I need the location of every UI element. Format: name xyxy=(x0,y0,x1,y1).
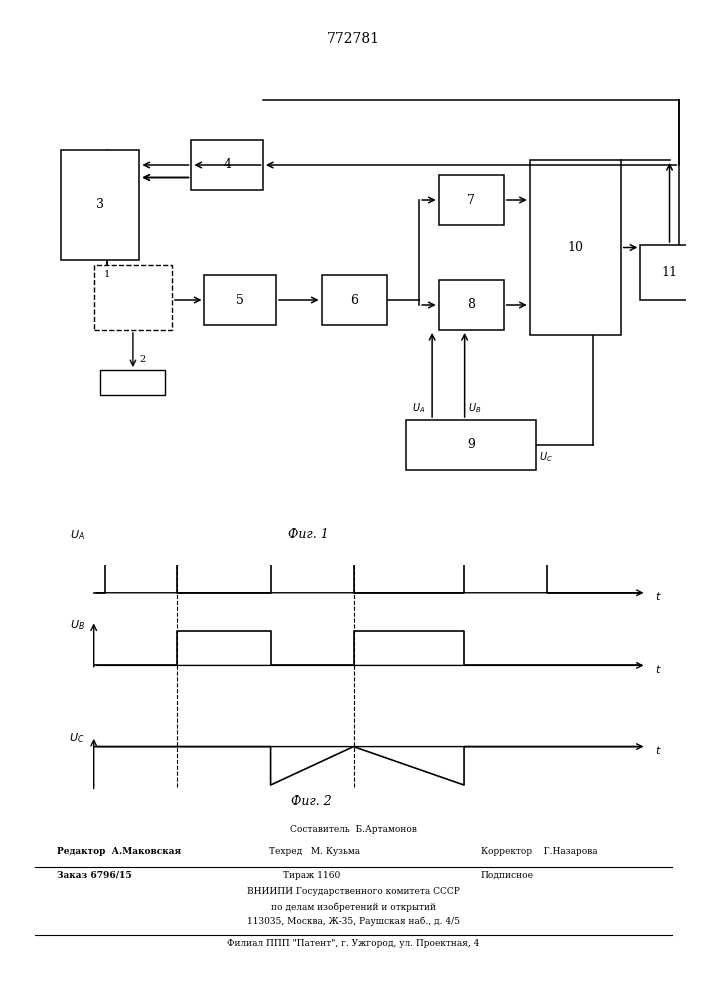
Text: Тираж 1160: Тираж 1160 xyxy=(283,871,340,880)
Text: Техред   М. Кузьма: Техред М. Кузьма xyxy=(269,847,360,856)
Text: Корректор    Г.Назарова: Корректор Г.Назарова xyxy=(481,847,597,856)
Bar xyxy=(204,275,276,325)
Bar xyxy=(94,265,172,330)
Text: 772781: 772781 xyxy=(327,32,380,46)
Text: Редактор  А.Маковская: Редактор А.Маковская xyxy=(57,847,181,856)
Text: 1: 1 xyxy=(104,270,110,279)
Text: Филиал ППП "Патент", г. Ужгород, ул. Проектная, 4: Филиал ППП "Патент", г. Ужгород, ул. Про… xyxy=(228,939,479,948)
Bar xyxy=(100,370,165,395)
Text: $t$: $t$ xyxy=(655,663,662,675)
Text: Фиг. 2: Фиг. 2 xyxy=(291,795,332,808)
Text: $U_A$: $U_A$ xyxy=(70,528,85,542)
Bar xyxy=(62,150,139,260)
Text: 7: 7 xyxy=(467,194,475,207)
Bar xyxy=(438,175,503,225)
Text: 10: 10 xyxy=(567,241,583,254)
Text: $U_B$: $U_B$ xyxy=(69,618,85,632)
Text: 9: 9 xyxy=(467,438,475,452)
Bar xyxy=(438,280,503,330)
Text: Заказ 6796/15: Заказ 6796/15 xyxy=(57,871,132,880)
Text: $U_A$: $U_A$ xyxy=(412,401,426,415)
Bar xyxy=(406,420,536,470)
Bar xyxy=(641,245,699,300)
Text: 113035, Москва, Ж-35, Раушская наб., д. 4/5: 113035, Москва, Ж-35, Раушская наб., д. … xyxy=(247,917,460,926)
Text: $t$: $t$ xyxy=(655,744,662,756)
Bar xyxy=(530,160,621,335)
Text: 3: 3 xyxy=(96,198,105,212)
Text: 6: 6 xyxy=(350,294,358,306)
Text: 5: 5 xyxy=(236,294,244,306)
Text: 8: 8 xyxy=(467,298,475,312)
Bar xyxy=(192,140,263,190)
Text: $t$: $t$ xyxy=(655,590,662,602)
Text: 11: 11 xyxy=(662,266,677,279)
Text: $U_B$: $U_B$ xyxy=(468,401,481,415)
Text: Подписное: Подписное xyxy=(481,871,534,880)
Text: 2: 2 xyxy=(139,356,146,364)
Bar xyxy=(322,275,387,325)
Text: по делам изобретений и открытий: по делам изобретений и открытий xyxy=(271,902,436,912)
Text: 4: 4 xyxy=(223,158,231,172)
Text: $U_C$: $U_C$ xyxy=(539,450,554,464)
Text: $U_C$: $U_C$ xyxy=(69,731,85,745)
Text: Составитель  Б.Артамонов: Составитель Б.Артамонов xyxy=(290,825,417,834)
Text: ВНИИПИ Государственного комитета СССР: ВНИИПИ Государственного комитета СССР xyxy=(247,887,460,896)
Text: Фиг. 1: Фиг. 1 xyxy=(288,528,329,542)
